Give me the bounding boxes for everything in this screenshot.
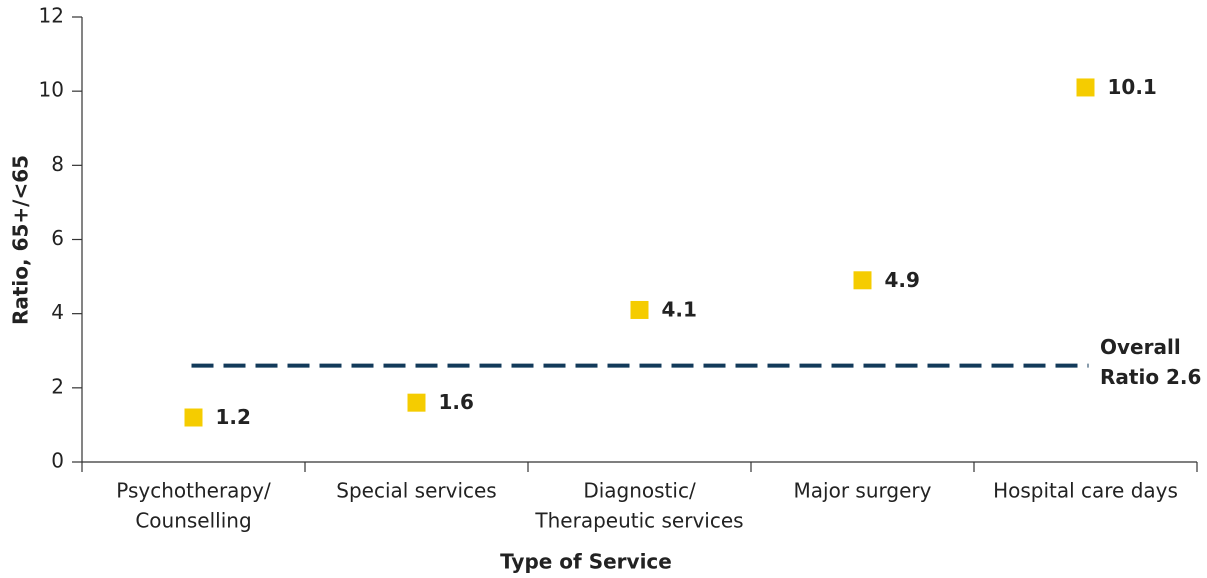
marker [853,271,872,290]
x-tick-label: Diagnostic/ [583,479,696,503]
y-tick-label: 4 [51,300,64,324]
value-label: 4.1 [662,297,697,321]
y-tick-label: 0 [51,449,64,473]
x-tick-label: Hospital care days [993,479,1178,503]
x-tick-label: Special services [336,479,496,503]
y-tick-label: 2 [51,374,64,398]
marker [184,408,203,427]
x-tick-label: Psychotherapy/ [116,479,271,503]
marker [630,300,649,319]
value-label: 4.9 [885,268,920,292]
y-tick-label: 12 [39,4,64,28]
x-axis-title: Type of Service [500,550,672,574]
y-tick-label: 8 [51,152,64,176]
value-label: 1.6 [439,390,474,414]
y-tick-label: 10 [39,78,64,102]
y-tick-label: 6 [51,226,64,250]
value-label: 1.2 [216,405,251,429]
x-tick-label: Counselling [135,509,251,533]
x-tick-label: Therapeutic services [534,509,743,533]
reference-label: Overall [1100,335,1181,359]
reference-label: Ratio 2.6 [1100,365,1201,389]
marker [407,393,426,412]
x-tick-label: Major surgery [794,479,932,503]
marker [1076,78,1095,97]
y-axis-title: Ratio, 65+/<65 [9,155,33,325]
value-label: 10.1 [1108,75,1157,99]
